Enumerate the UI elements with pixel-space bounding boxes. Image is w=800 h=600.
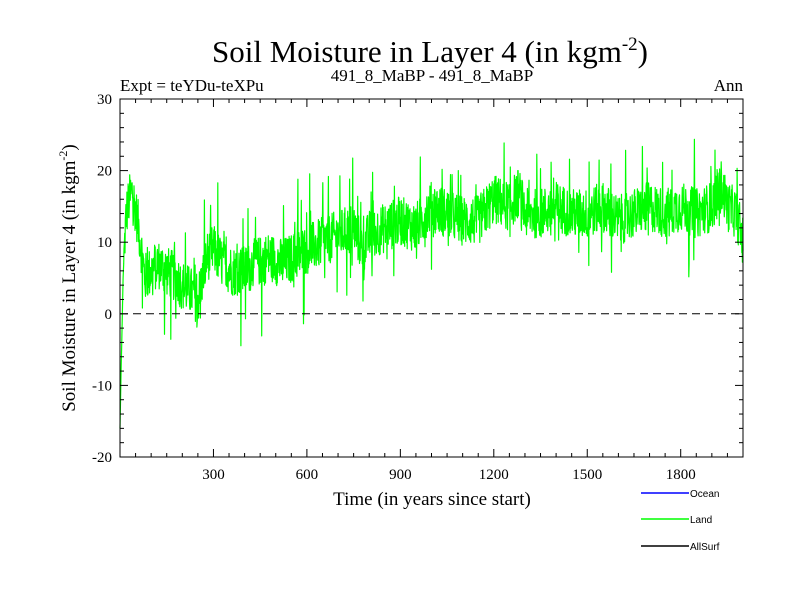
x-tick-label: 1200 xyxy=(479,467,509,483)
y-tick-label: -10 xyxy=(92,378,112,394)
legend-label-land: Land xyxy=(690,515,712,526)
legend-label-ocean: Ocean xyxy=(690,489,719,500)
y-axis-label: Soil Moisture in Layer 4 (in kgm-2) xyxy=(56,144,80,412)
y-axis-label-main: Soil Moisture in Layer 4 (in kgm xyxy=(59,160,80,411)
chart-title-sup: -2 xyxy=(622,34,638,55)
legend: Ocean Land AllSurf xyxy=(641,489,720,553)
y-axis-label-sup: -2 xyxy=(56,151,70,161)
x-tick-label: 1500 xyxy=(572,467,602,483)
x-tick-label: 900 xyxy=(389,467,412,483)
axes-layer: 300 600 900 1200 1500 1800 -20 -10 0 10 20 30 xyxy=(92,92,744,483)
subtitle-left: Expt = teYDu-teXPu xyxy=(120,76,264,95)
legend-label-allsurf: AllSurf xyxy=(690,542,720,553)
y-tick-label: -20 xyxy=(92,450,112,466)
chart-title-close: ) xyxy=(638,34,648,69)
x-tick-label: 300 xyxy=(202,467,225,483)
x-tick-label: 1800 xyxy=(666,467,696,483)
y-tick-label: 30 xyxy=(97,92,112,108)
y-tick-label: 20 xyxy=(97,164,112,180)
series-line-land xyxy=(119,138,744,429)
y-tick-label: 10 xyxy=(97,235,112,251)
y-axis-label-close: ) xyxy=(59,144,80,150)
chart-title: Soil Moisture in Layer 4 (in kgm-2) xyxy=(212,34,648,69)
subtitle-center: 491_8_MaBP - 491_8_MaBP xyxy=(331,66,533,85)
x-tick-label: 600 xyxy=(296,467,319,483)
chart-title-main: Soil Moisture in Layer 4 (in kgm xyxy=(212,34,622,69)
series-layer xyxy=(119,138,744,429)
y-tick-label: 0 xyxy=(105,307,113,323)
subtitle-right: Ann xyxy=(714,76,744,95)
plot-frame xyxy=(119,98,744,458)
x-axis-label: Time (in years since start) xyxy=(333,489,531,510)
